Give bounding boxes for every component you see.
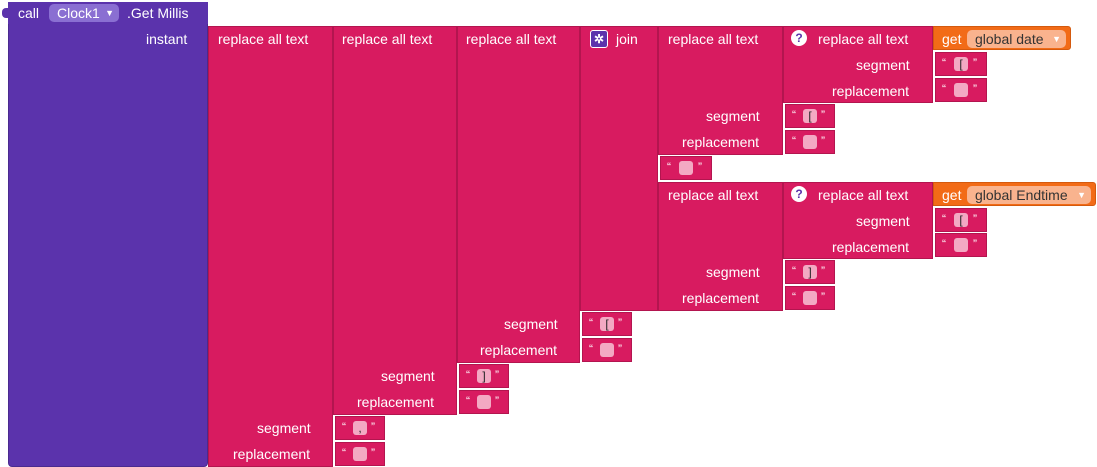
- replace-block-1[interactable]: [208, 26, 333, 467]
- string-field: ]: [477, 369, 491, 383]
- method-label: .Get Millis: [127, 5, 189, 21]
- string-empty-5[interactable]: “”: [935, 78, 987, 102]
- replace-label-7: replace all text: [818, 187, 909, 203]
- replace-label-5: replace all text: [818, 31, 909, 47]
- string-open-bracket-3[interactable]: “[”: [935, 52, 987, 76]
- replace-block-6[interactable]: [658, 182, 783, 311]
- replace-label-2: replace all text: [342, 31, 433, 47]
- instant-label: instant: [146, 31, 188, 47]
- string-open-bracket-4[interactable]: “[”: [935, 208, 987, 232]
- replace-label-6: replace all text: [668, 187, 759, 203]
- replace-block-2[interactable]: [333, 26, 457, 415]
- string-close-bracket-2[interactable]: “]”: [785, 260, 835, 284]
- replace-block-3[interactable]: [457, 26, 580, 363]
- chevron-down-icon: ▼: [105, 8, 114, 18]
- segment-label-7: segment: [856, 213, 910, 229]
- string-empty-6[interactable]: “”: [785, 286, 835, 310]
- join-label: join: [616, 31, 638, 47]
- string-field: [477, 395, 491, 409]
- string-field: [679, 161, 693, 175]
- string-field: [803, 291, 817, 305]
- string-empty-2[interactable]: “”: [459, 390, 509, 414]
- get-label-1: get: [942, 31, 962, 47]
- string-open-bracket-1[interactable]: “[”: [582, 312, 632, 336]
- string-empty-4[interactable]: “”: [785, 130, 835, 154]
- join-block[interactable]: [580, 26, 658, 311]
- chevron-down-icon: ▼: [1052, 34, 1061, 44]
- replacement-label-6: replacement: [682, 290, 760, 306]
- segment-label-2: segment: [381, 368, 435, 384]
- chevron-down-icon: ▼: [1077, 190, 1086, 200]
- string-close-bracket-1[interactable]: “]”: [459, 364, 509, 388]
- component-dropdown[interactable]: Clock1 ▼: [49, 4, 119, 22]
- string-field: [: [803, 109, 817, 123]
- string-open-bracket-2[interactable]: “[”: [785, 104, 835, 128]
- call-block-tab: [2, 8, 10, 18]
- replacement-label-2: replacement: [357, 394, 435, 410]
- help-icon[interactable]: ?: [791, 30, 807, 46]
- segment-label-6: segment: [706, 264, 760, 280]
- string-field: [: [954, 213, 968, 227]
- replacement-label-7: replacement: [832, 239, 910, 255]
- string-field: [: [600, 317, 614, 331]
- help-icon[interactable]: ?: [791, 186, 807, 202]
- string-field: [803, 135, 817, 149]
- replace-label-1: replace all text: [218, 31, 309, 47]
- var-dropdown-endtime[interactable]: global Endtime ▼: [967, 186, 1091, 204]
- replace-label-3: replace all text: [466, 31, 557, 47]
- replacement-label-1: replacement: [233, 446, 311, 462]
- replace-block-4[interactable]: [658, 26, 783, 155]
- string-field: ,: [353, 421, 367, 435]
- var-name: global Endtime: [975, 187, 1068, 203]
- string-empty-3[interactable]: “”: [582, 338, 632, 362]
- var-dropdown-date[interactable]: global date ▼: [967, 30, 1066, 48]
- string-empty-1[interactable]: “”: [335, 442, 385, 466]
- string-field: [954, 83, 968, 97]
- replace-block-7[interactable]: [783, 182, 933, 259]
- string-empty-join[interactable]: “”: [660, 156, 712, 180]
- replace-block-5[interactable]: [783, 26, 933, 103]
- replace-label-4: replace all text: [668, 31, 759, 47]
- string-field: ]: [803, 265, 817, 279]
- segment-label-5: segment: [856, 57, 910, 73]
- component-name: Clock1: [57, 5, 100, 21]
- string-field: [954, 238, 968, 252]
- call-label: call: [18, 5, 40, 21]
- replacement-label-5: replacement: [832, 83, 910, 99]
- string-comma[interactable]: “,”: [335, 416, 385, 440]
- string-field: [: [954, 57, 968, 71]
- get-label-2: get: [942, 187, 962, 203]
- call-block[interactable]: [8, 2, 208, 467]
- replacement-label-3: replacement: [480, 342, 558, 358]
- segment-label-1: segment: [257, 420, 311, 436]
- gear-icon[interactable]: ✲: [590, 30, 608, 48]
- replacement-label-4: replacement: [682, 134, 760, 150]
- var-name: global date: [975, 31, 1044, 47]
- segment-label-3: segment: [504, 316, 558, 332]
- segment-label-4: segment: [706, 108, 760, 124]
- string-field: [353, 447, 367, 461]
- string-empty-7[interactable]: “”: [935, 233, 987, 257]
- string-field: [600, 343, 614, 357]
